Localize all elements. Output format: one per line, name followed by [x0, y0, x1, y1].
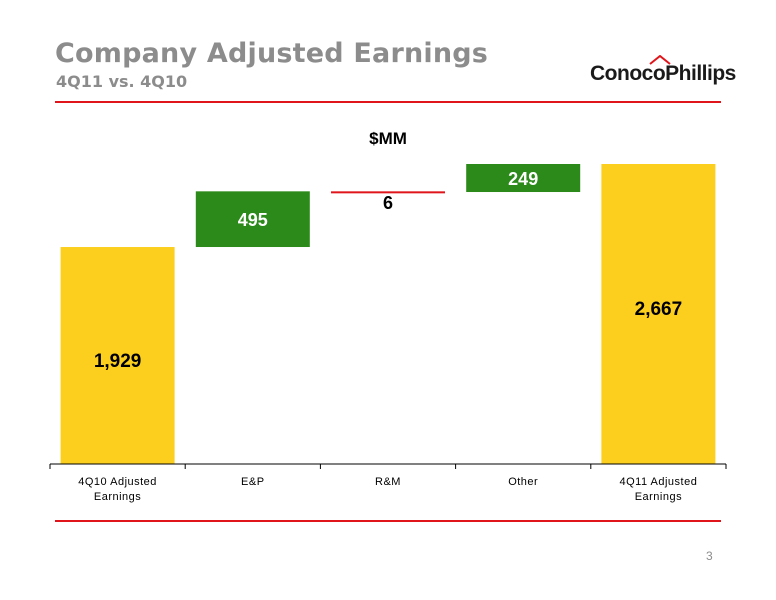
data-label: 1,929: [94, 351, 142, 372]
bar-rm-decrease: [331, 191, 445, 194]
category-label: R&M: [375, 476, 401, 488]
unit-label: $MM: [369, 129, 407, 148]
data-label: 495: [238, 210, 268, 230]
category-label: 4Q11 Adjusted: [619, 476, 697, 488]
category-label: Earnings: [635, 491, 682, 503]
page-title: Company Adjusted Earnings: [55, 38, 489, 69]
company-logo: ConocoPhillips: [590, 62, 736, 85]
header-divider: [55, 101, 721, 103]
data-label: 2,667: [635, 299, 683, 320]
bar-total-4: [601, 164, 716, 464]
data-label: 249: [508, 169, 538, 189]
bar-total-0: [60, 247, 175, 464]
category-label: Other: [508, 476, 538, 488]
category-label: 4Q10 Adjusted: [78, 476, 157, 488]
bar-increase-3: [466, 164, 581, 193]
logo-swoosh-icon: [649, 55, 671, 65]
bar-increase-1: [195, 191, 310, 248]
data-label: 6: [383, 193, 393, 213]
category-label: Earnings: [94, 491, 141, 503]
footer-divider: [55, 520, 721, 522]
page-subtitle: 4Q11 vs. 4Q10: [56, 72, 188, 91]
page-number: 3: [706, 549, 713, 563]
category-label: E&P: [241, 476, 265, 488]
